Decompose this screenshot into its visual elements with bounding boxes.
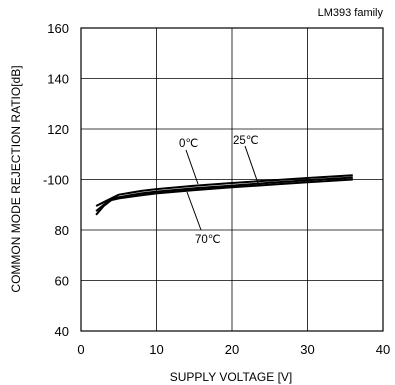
y-axis-title: COMMON MODE REJECTION RATIO[dB] — [9, 65, 23, 292]
y-tick-label: -100 — [43, 173, 69, 188]
y-tick-label: 80 — [55, 223, 69, 238]
x-axis-title: SUPPLY VOLTAGE [V] — [170, 370, 293, 384]
tick-labels: 0 10 20 30 40 40 60 80 -100 120 140 160 — [43, 21, 390, 357]
x-tick-label: 20 — [225, 342, 239, 357]
leader-25c — [244, 145, 260, 187]
y-tick-label: 120 — [47, 122, 69, 137]
label-0c: 0℃ — [179, 138, 198, 150]
y-tick-label: 40 — [55, 324, 69, 339]
x-tick-label: 40 — [376, 342, 390, 357]
y-tick-label: 140 — [47, 72, 69, 87]
plot-frame — [80, 27, 384, 332]
leader-0c — [185, 149, 199, 185]
label-25c: 25℃ — [233, 135, 259, 147]
y-tick-label: 60 — [55, 274, 69, 289]
label-70c: 70℃ — [195, 234, 221, 246]
series-line-0 — [95, 174, 353, 207]
data-curves — [95, 174, 353, 216]
x-tick-label: 0 — [77, 342, 84, 357]
y-tick-label: 160 — [47, 21, 69, 36]
x-tick-label: 30 — [300, 342, 314, 357]
chart-title: LM393 family — [318, 7, 384, 19]
series-annotations: 0℃ 25℃ 70℃ — [179, 135, 260, 246]
x-tick-label: 10 — [149, 342, 163, 357]
leader-70c — [186, 191, 202, 231]
series-line-2 — [95, 178, 353, 216]
